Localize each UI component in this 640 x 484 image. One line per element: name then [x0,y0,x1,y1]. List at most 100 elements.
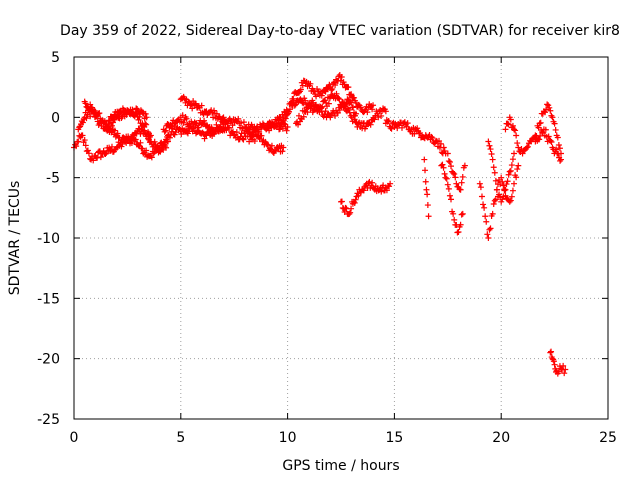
data-point [313,93,320,100]
data-point [429,135,436,142]
data-point [124,107,131,114]
data-point [104,124,111,131]
data-point [557,157,564,164]
data-point [500,193,507,200]
data-point [332,82,339,89]
data-point [283,127,290,134]
data-point [364,109,371,116]
data-point [322,108,329,115]
data-point [512,127,519,134]
data-point [147,132,154,139]
data-point [546,104,553,111]
data-point [127,139,134,146]
data-point [506,168,513,175]
data-point [387,180,394,187]
data-point [450,169,457,176]
data-point [208,124,215,131]
data-point [85,105,92,112]
data-point [387,124,394,131]
data-point [323,99,330,106]
data-point [97,154,104,161]
data-point [335,73,342,80]
data-point [362,123,369,130]
data-point [87,101,94,108]
data-point [164,121,171,128]
data-point [352,196,359,203]
data-point [183,129,190,136]
x-tick-label: 5 [176,430,185,446]
data-point [106,117,113,124]
data-point [254,126,261,133]
data-point [421,156,428,163]
data-point [350,104,357,111]
data-point [346,211,353,218]
data-point [143,114,150,121]
data-point [87,113,94,120]
data-point [328,87,335,94]
data-point [458,179,465,186]
data-point [549,114,556,121]
data-point [446,159,453,166]
data-point [536,136,543,143]
data-point [375,114,382,121]
data-point [478,193,485,200]
x-tick-label: 25 [599,430,617,446]
data-point [344,96,351,103]
data-point [385,118,392,125]
data-point [342,101,349,108]
data-point [499,178,506,185]
data-point [508,193,515,200]
data-point [142,120,149,127]
data-point [297,86,304,93]
data-point [131,112,138,119]
data-point [307,80,314,87]
data-point [85,150,92,157]
data-point [338,198,345,205]
data-point [333,90,340,97]
data-point [93,111,100,118]
data-point [184,130,191,137]
data-point [441,147,448,154]
data-point [492,177,499,184]
data-point [384,118,391,125]
data-point [318,92,325,99]
data-point [240,119,247,126]
data-point [245,126,252,133]
data-point [273,120,280,127]
data-point [489,156,496,163]
data-point [440,144,447,151]
data-point [541,109,548,116]
data-point [226,124,233,131]
data-point [79,132,86,139]
data-point [162,127,169,134]
data-point [555,150,562,157]
data-point [82,100,89,107]
data-point [455,228,462,235]
data-point [514,140,521,147]
data-point [360,187,367,194]
data-point [507,197,514,204]
data-point [351,94,358,101]
data-point [325,100,332,107]
data-point [489,210,496,217]
data-point [127,136,134,143]
data-point [251,138,258,145]
data-point [545,133,552,140]
data-point [422,178,429,185]
data-point [509,122,516,129]
data-point [352,110,359,117]
data-point [120,134,127,141]
data-point [485,138,492,145]
y-tick-label: -10 [37,231,60,247]
data-point [547,107,554,114]
data-point [81,137,88,144]
grid-layer [74,57,608,419]
data-point [523,144,530,151]
data-point [555,368,562,375]
data-point [509,187,516,194]
data-point [382,108,389,115]
data-point [505,171,512,178]
y-tick-label: 5 [51,50,60,66]
